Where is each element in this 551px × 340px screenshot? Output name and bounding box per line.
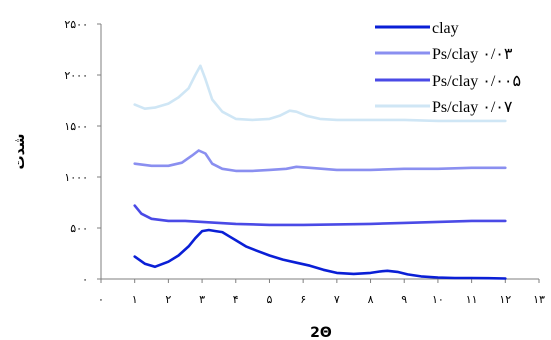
y-tick-label: ۲۵۰۰ xyxy=(64,18,88,31)
x-ticks: ۰ ۱ ۲ ۳ ۴ ۵ ۶ ۷ ۸ ۹ ۱۰ ۱۱ ۱۲ ۱۳ xyxy=(98,279,545,306)
legend-label-2: Ps/clay ۰/۰۰۵ xyxy=(432,73,521,90)
x-tick-label: ۵ xyxy=(267,293,273,306)
x-tick-label: ۱ xyxy=(132,293,138,306)
y-ticks: ۰ ۵۰۰ ۱۰۰۰ ۱۵۰۰ ۲۰۰۰ ۲۵۰۰ xyxy=(64,18,101,286)
x-tick-label: ۶ xyxy=(300,293,306,306)
x-tick-label: ۸ xyxy=(368,293,374,306)
x-tick-label: ۲ xyxy=(165,293,171,306)
x-tick-label: ۴ xyxy=(233,293,239,306)
legend: clay Ps/clay ۰/۰۳ Ps/clay ۰/۰۰۵ Ps/clay ۰/۰… xyxy=(375,20,521,116)
legend-label-0: clay xyxy=(432,20,459,37)
x-tick-label: ۰ xyxy=(98,293,104,306)
series-line-1 xyxy=(133,149,507,173)
y-tick-label: ۵۰۰ xyxy=(70,222,88,235)
x-axis-title: 2Θ xyxy=(310,325,332,340)
y-tick-label: ۲۰۰۰ xyxy=(64,69,88,82)
y-tick-label: ۱۰۰۰ xyxy=(64,171,88,184)
y-axis-title: شدت xyxy=(12,134,28,170)
y-tick-label: ۰ xyxy=(82,273,88,286)
x-tick-label: ۱۳ xyxy=(533,293,545,306)
x-tick-label: ۱۱ xyxy=(466,293,478,306)
x-tick-label: ۷ xyxy=(334,293,340,306)
x-tick-label: ۳ xyxy=(199,293,205,306)
legend-label-1: Ps/clay ۰/۰۳ xyxy=(432,46,513,63)
series-layer xyxy=(133,64,507,280)
series-line-0 xyxy=(133,228,507,280)
x-tick-label: ۹ xyxy=(401,293,407,306)
series-line-3 xyxy=(133,64,507,123)
legend-label-3: Ps/clay ۰/۰۷ xyxy=(432,99,513,116)
series-line-2 xyxy=(133,204,507,227)
y-tick-label: ۱۵۰۰ xyxy=(64,120,88,133)
x-tick-label: ۱۰ xyxy=(432,293,444,306)
x-tick-label: ۱۲ xyxy=(499,293,511,306)
